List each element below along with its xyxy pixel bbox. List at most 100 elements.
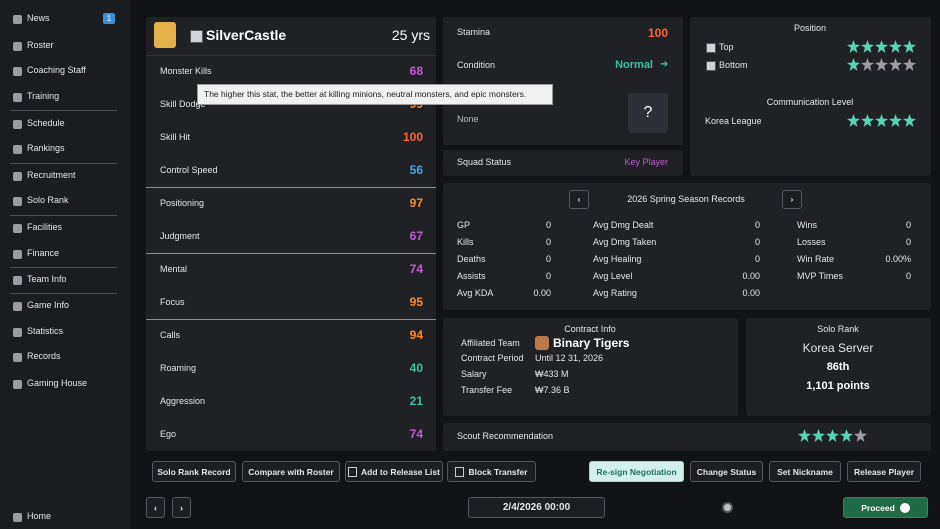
action-label: Solo Rank Record (157, 466, 231, 477)
position-label: Bottom (719, 60, 748, 70)
stat-value: 94 (409, 328, 423, 342)
prev-season-button[interactable]: ‹ (569, 190, 589, 209)
stat-label: Aggression (160, 396, 206, 406)
contract-value: ₩433 M (535, 369, 569, 379)
condition-value: Normal (615, 59, 653, 71)
action-button[interactable]: Compare with Roster (242, 461, 340, 482)
action-label: Re-sign Negotiation (596, 466, 677, 477)
nav-icon (13, 93, 22, 102)
star (875, 40, 888, 53)
nav-item[interactable]: Recruitment (27, 170, 76, 180)
star-rating (847, 40, 917, 55)
squad-panel (443, 150, 683, 176)
nav-item[interactable]: Roster (27, 40, 54, 50)
stat-label: Ego (160, 429, 177, 439)
next-button[interactable]: › (172, 497, 191, 518)
record-label: Assists (457, 271, 486, 281)
contract-panel (443, 318, 738, 416)
nav-item[interactable]: Home (27, 511, 52, 521)
squad-value: Key Player (624, 157, 668, 167)
nav-item[interactable]: Gaming House (27, 378, 88, 388)
star-rating (847, 114, 917, 129)
sidebar (0, 0, 130, 529)
action-button[interactable]: Set Nickname (769, 461, 841, 482)
nav-separator (10, 267, 117, 268)
next-season-button[interactable]: › (782, 190, 802, 209)
team-logo (190, 30, 203, 43)
record-value: 0 (905, 220, 911, 230)
scout-panel (443, 423, 931, 451)
record-value: 0 (754, 237, 760, 247)
record-label: MVP Times (797, 271, 843, 281)
records-panel (443, 183, 931, 310)
team-icon (535, 336, 549, 350)
record-label: Win Rate (797, 254, 835, 264)
records-title: 2026 Spring Season Records (627, 194, 745, 204)
stat-label: Control Speed (160, 165, 218, 175)
nav-item[interactable]: Schedule (27, 118, 65, 128)
solo-rank-points: 1,101 points (806, 380, 870, 392)
nav-icon (13, 120, 22, 129)
contract-value: ₩7.36 B (535, 385, 570, 395)
action-button[interactable]: Release Player (847, 461, 921, 482)
star (861, 114, 874, 127)
star (889, 58, 902, 71)
button-icon (348, 466, 358, 477)
record-label: Avg Dmg Taken (593, 237, 657, 247)
squad-label: Squad Status (457, 157, 512, 167)
news-badge: 1 (103, 13, 115, 24)
stat-value: 74 (409, 427, 423, 441)
nav-item[interactable]: Facilities (27, 222, 63, 232)
stat-value: 68 (409, 64, 423, 78)
contract-label: Transfer Fee (461, 385, 513, 395)
nav-item[interactable]: Game Info (27, 300, 70, 310)
record-label: Wins (797, 220, 817, 230)
nav-icon (13, 172, 22, 181)
record-label: GP (457, 220, 471, 230)
record-label: Losses (797, 237, 826, 247)
action-label: Set Nickname (777, 466, 833, 477)
nav-item[interactable]: Finance (27, 248, 60, 258)
record-label: Avg KDA (457, 288, 494, 298)
position-icon (706, 61, 716, 71)
proceed-button[interactable]: Proceed (843, 497, 928, 518)
stamina-label: Stamina (457, 27, 491, 37)
record-value: 0 (545, 271, 551, 281)
stat-value: 40 (409, 361, 423, 375)
stat-label: Calls (160, 330, 181, 340)
action-button[interactable]: Block Transfer (447, 461, 536, 482)
nav-icon (13, 15, 22, 24)
position-icon (706, 43, 716, 53)
star (826, 429, 839, 442)
nav-item[interactable]: Statistics (27, 326, 64, 336)
action-button[interactable]: Add to Release List (345, 461, 443, 482)
trait-icon: ? (628, 93, 668, 133)
nav-separator (10, 163, 117, 164)
action-button[interactable]: Re-sign Negotiation (589, 461, 684, 482)
nav-item[interactable]: Solo Rank (27, 195, 69, 205)
position-label: Top (719, 42, 734, 52)
nav-item[interactable]: Team Info (27, 274, 67, 284)
action-label: Release Player (853, 466, 915, 477)
player-avatar (154, 22, 176, 48)
nav-item[interactable]: Training (27, 91, 60, 101)
nav-item[interactable]: News (27, 13, 50, 23)
nav-item[interactable]: Rankings (27, 143, 65, 153)
nav-item[interactable]: Coaching Staff (27, 65, 86, 75)
record-value: 0 (754, 254, 760, 264)
settings-icon (722, 502, 733, 513)
date-display: 2/4/2026 00:00 (468, 497, 605, 518)
star (875, 114, 888, 127)
prev-button[interactable]: ‹ (146, 497, 165, 518)
star (812, 429, 825, 442)
record-label: Avg Level (593, 271, 633, 281)
star (840, 429, 853, 442)
action-button[interactable]: Solo Rank Record (152, 461, 236, 482)
star (847, 58, 860, 71)
contract-title: Contract Info (564, 324, 616, 334)
nav-icon (13, 380, 22, 389)
nav-item[interactable]: Records (27, 351, 61, 361)
nav-separator (10, 110, 117, 111)
action-button[interactable]: Change Status (690, 461, 763, 482)
solo-rank-position: 86th (826, 361, 850, 373)
